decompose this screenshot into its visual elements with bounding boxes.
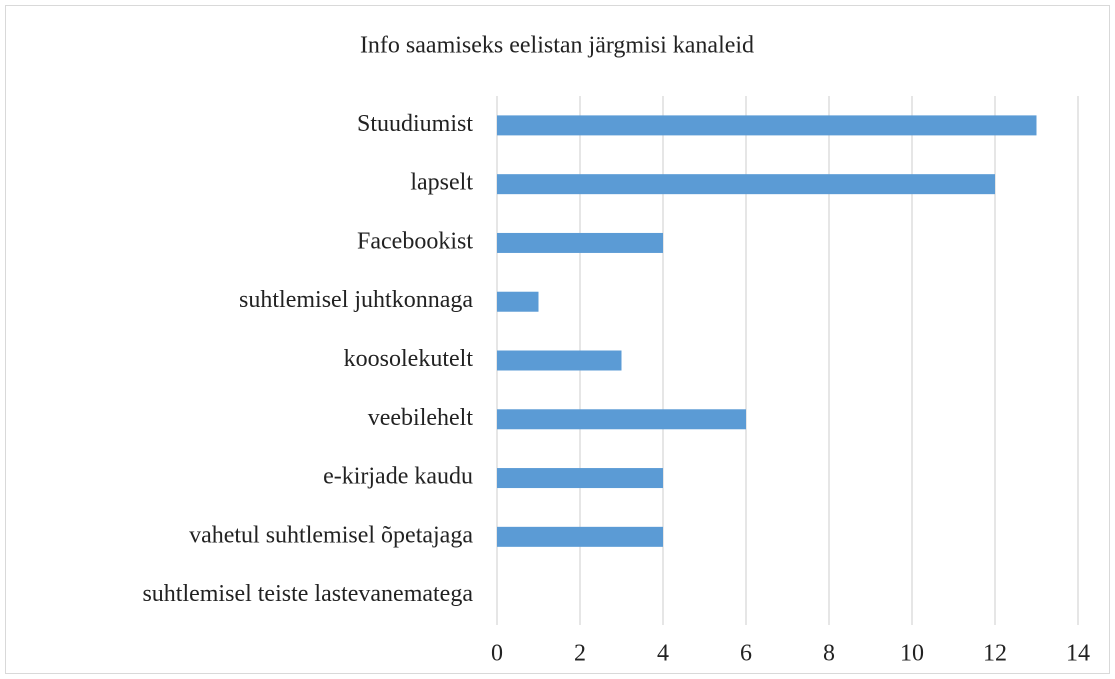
y-tick-label: koosolekutelt [344,346,474,372]
x-tick-label: 2 [574,641,586,667]
y-tick-label: Stuudiumist [357,111,473,137]
bar [497,350,622,371]
bar [497,174,995,195]
y-tick-label: Facebookist [357,228,473,254]
bar [497,468,663,489]
x-tick-label: 6 [740,641,752,667]
y-tick-label: suhtlemisel teiste lastevanematega [142,581,473,607]
chart-border [5,5,1110,674]
y-tick-label: e-kirjade kaudu [323,464,473,490]
x-tick-label: 10 [900,641,924,667]
x-tick-label: 14 [1066,641,1090,667]
y-tick-label: lapselt [410,170,473,196]
y-tick-label: vahetul suhtlemisel õpetajaga [189,522,473,548]
x-tick-label: 8 [823,641,835,667]
bar [497,232,663,253]
x-tick-label: 12 [983,641,1007,667]
bar [497,291,539,312]
x-tick-label: 4 [657,641,669,667]
chart-title: Info saamiseks eelistan järgmisi kanalei… [360,33,754,59]
bar [497,115,1037,136]
bar [497,409,746,430]
y-tick-label: veebilehelt [368,405,474,431]
x-tick-label: 0 [491,641,503,667]
y-tick-label: suhtlemisel juhtkonnaga [239,287,473,313]
bar [497,526,663,547]
